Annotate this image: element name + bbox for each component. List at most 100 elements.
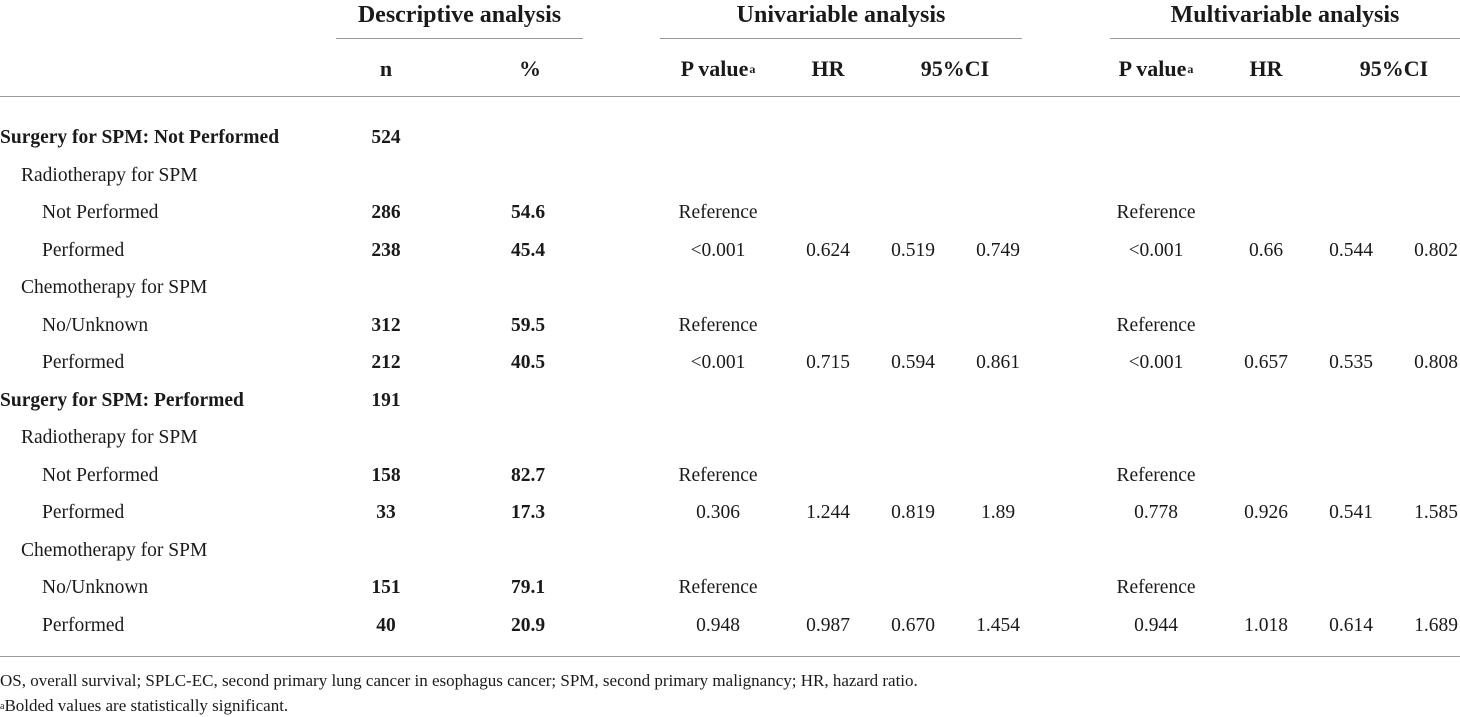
cell-multivariable-ci-upper: 0.802: [1414, 240, 1458, 261]
col-header-multivariable-ci: 95%CI: [1359, 56, 1429, 81]
row-label: No/Unknown: [42, 577, 149, 598]
cell-n: 286: [371, 202, 401, 223]
table-row: Performed 238 45.4 <0.001 0.624 0.519 0.…: [0, 231, 1460, 268]
table-bottom-rule: [0, 656, 1460, 657]
footnote-abbreviations: OS, overall survival; SPLC-EC, second pr…: [0, 671, 918, 690]
cell-multivariable-pvalue: Reference: [1116, 577, 1196, 598]
cell-univariable-ci-lower: 0.594: [891, 352, 935, 373]
table-row: Not Performed 158 82.7 Reference Referen…: [0, 456, 1460, 493]
footnote-significance-text: Bolded values are statistically signific…: [4, 696, 289, 715]
row-label: Surgery for SPM: Performed: [0, 390, 244, 411]
cell-multivariable-hr: 0.926: [1244, 502, 1288, 523]
cell-multivariable-pvalue: 0.778: [1134, 502, 1178, 523]
table-row: Not Performed 286 54.6 Reference Referen…: [0, 193, 1460, 230]
cell-univariable-ci-upper: 0.749: [976, 240, 1020, 261]
col-header-multivariable-pvalue: P valuea: [1119, 58, 1194, 80]
table-row: No/Unknown 312 59.5 Reference Reference: [0, 306, 1460, 343]
cell-multivariable-ci-upper: 1.585: [1414, 502, 1458, 523]
cell-percent: 40.5: [510, 352, 546, 373]
table-row: Surgery for SPM: Performed 191: [0, 381, 1460, 418]
col-header-percent: %: [519, 56, 541, 81]
row-label: Surgery for SPM: Not Performed: [0, 127, 280, 148]
cell-multivariable-pvalue: Reference: [1116, 465, 1196, 486]
cell-univariable-ci-upper: 1.89: [980, 502, 1016, 523]
cell-n: 191: [371, 390, 401, 411]
cell-multivariable-pvalue: 0.944: [1134, 615, 1178, 636]
cell-multivariable-pvalue: <0.001: [1128, 240, 1184, 261]
row-label: Not Performed: [42, 465, 159, 486]
cell-univariable-ci-upper: 1.454: [976, 615, 1020, 636]
cell-percent: 17.3: [510, 502, 546, 523]
cell-multivariable-ci-lower: 0.614: [1329, 615, 1373, 636]
row-label: No/Unknown: [42, 315, 149, 336]
cell-n: 312: [371, 315, 401, 336]
cell-multivariable-ci-lower: 0.535: [1329, 352, 1373, 373]
row-label: Chemotherapy for SPM: [21, 277, 208, 298]
cell-univariable-ci-upper: 0.861: [976, 352, 1020, 373]
row-label: Chemotherapy for SPM: [21, 540, 208, 561]
cell-multivariable-pvalue: Reference: [1116, 315, 1196, 336]
footnote-superscript: a: [0, 701, 5, 712]
cell-univariable-pvalue: Reference: [678, 315, 758, 336]
cell-univariable-pvalue: Reference: [678, 465, 758, 486]
cell-n: 524: [371, 127, 401, 148]
cell-multivariable-pvalue: Reference: [1116, 202, 1196, 223]
footnote-significance: aBolded values are statistically signifi…: [0, 697, 288, 714]
header-multivariable-analysis: Multivariable analysis: [1170, 2, 1400, 28]
header-bottom-rule: [0, 96, 1460, 97]
cell-percent: 79.1: [510, 577, 546, 598]
group-underline-descriptive: [336, 38, 583, 39]
cell-multivariable-ci-lower: 0.541: [1329, 502, 1373, 523]
row-label: Radiotherapy for SPM: [21, 427, 198, 448]
cell-multivariable-ci-upper: 0.808: [1414, 352, 1458, 373]
header-univariable-analysis: Univariable analysis: [736, 2, 946, 28]
pvalue-superscript: a: [749, 62, 756, 76]
row-label: Not Performed: [42, 202, 159, 223]
cell-percent: 82.7: [510, 465, 546, 486]
cell-univariable-hr: 1.244: [806, 502, 850, 523]
cell-univariable-hr: 0.987: [806, 615, 850, 636]
cell-multivariable-hr: 0.657: [1244, 352, 1288, 373]
cell-univariable-pvalue: Reference: [678, 577, 758, 598]
col-header-n: n: [379, 56, 393, 81]
cell-n: 33: [376, 502, 396, 523]
row-label: Radiotherapy for SPM: [21, 165, 198, 186]
table-row: Performed 33 17.3 0.306 1.244 0.819 1.89…: [0, 493, 1460, 530]
col-header-univariable-ci: 95%CI: [920, 56, 990, 81]
cell-n: 151: [371, 577, 401, 598]
cell-univariable-pvalue: 0.306: [696, 502, 740, 523]
pvalue-label: P value: [680, 56, 749, 81]
row-label: Performed: [42, 615, 125, 636]
cell-n: 158: [371, 465, 401, 486]
table-row: Radiotherapy for SPM: [0, 156, 1460, 193]
cell-univariable-pvalue: 0.948: [696, 615, 740, 636]
cell-univariable-ci-lower: 0.670: [891, 615, 935, 636]
cell-univariable-pvalue: Reference: [678, 202, 758, 223]
cell-multivariable-hr: 0.66: [1248, 240, 1284, 261]
cell-univariable-hr: 0.624: [806, 240, 850, 261]
cell-multivariable-hr: 1.018: [1244, 615, 1288, 636]
group-underline-multivariable: [1110, 38, 1460, 39]
cell-multivariable-ci-upper: 1.689: [1414, 615, 1458, 636]
table-row: Performed 212 40.5 <0.001 0.715 0.594 0.…: [0, 343, 1460, 380]
cell-univariable-ci-lower: 0.819: [891, 502, 935, 523]
cell-n: 40: [376, 615, 396, 636]
cell-univariable-hr: 0.715: [806, 352, 850, 373]
cell-multivariable-pvalue: <0.001: [1128, 352, 1184, 373]
row-label: Performed: [42, 240, 125, 261]
cell-univariable-pvalue: <0.001: [690, 352, 746, 373]
col-header-multivariable-hr: HR: [1249, 56, 1283, 81]
cell-univariable-ci-lower: 0.519: [891, 240, 935, 261]
cell-n: 238: [371, 240, 401, 261]
table-row: Performed 40 20.9 0.948 0.987 0.670 1.45…: [0, 606, 1460, 643]
cell-univariable-pvalue: <0.001: [690, 240, 746, 261]
header-descriptive-analysis: Descriptive analysis: [357, 2, 562, 28]
col-header-univariable-hr: HR: [811, 56, 845, 81]
cell-percent: 54.6: [510, 202, 546, 223]
table-row: Surgery for SPM: Not Performed 524: [0, 118, 1460, 155]
table-row: Radiotherapy for SPM: [0, 418, 1460, 455]
cell-percent: 20.9: [510, 615, 546, 636]
row-label: Performed: [42, 502, 125, 523]
pvalue-superscript: a: [1187, 62, 1194, 76]
row-label: Performed: [42, 352, 125, 373]
